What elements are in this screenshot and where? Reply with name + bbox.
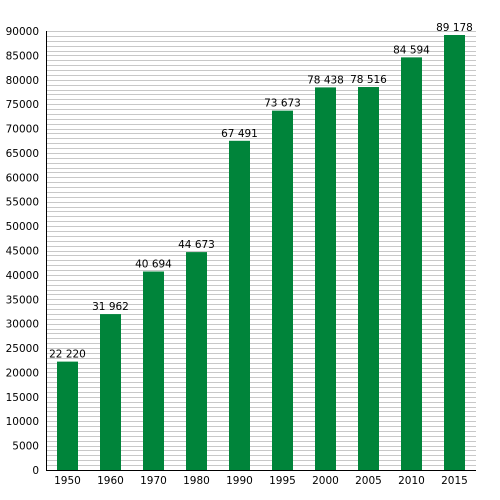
x-tick-label: 2005 xyxy=(355,475,382,487)
y-tick-label: 70000 xyxy=(6,124,39,136)
x-tick-label: 1995 xyxy=(269,475,296,487)
y-tick-label: 10000 xyxy=(6,416,39,428)
y-tick-label: 5000 xyxy=(12,441,39,453)
bar-1980 xyxy=(186,252,207,470)
y-tick-label: 30000 xyxy=(6,319,39,331)
bar-1960 xyxy=(100,314,121,470)
data-label-1950: 22 220 xyxy=(49,349,86,361)
x-tick-labels: 1950 1960 1970 1980 1990 1995 2000 2005 2010 2015 xyxy=(54,475,468,487)
bar-2015 xyxy=(444,35,465,471)
bar-1970 xyxy=(143,271,164,470)
y-tick-label: 80000 xyxy=(6,75,39,87)
data-label-2000: 78 438 xyxy=(307,74,344,86)
y-tick-label: 55000 xyxy=(6,197,39,209)
bar-2010 xyxy=(401,57,422,471)
data-label-1960: 31 962 xyxy=(92,301,129,313)
bar-1995 xyxy=(272,110,293,471)
y-tick-label: 85000 xyxy=(6,50,39,62)
y-tick-label: 60000 xyxy=(6,172,39,184)
x-tick-label: 1990 xyxy=(226,475,253,487)
x-tick-label: 1950 xyxy=(54,475,81,487)
y-tick-label: 40000 xyxy=(6,270,39,282)
bar-1950 xyxy=(57,361,78,470)
y-tick-label: 25000 xyxy=(6,343,39,355)
data-label-2005: 78 516 xyxy=(350,74,387,86)
y-tick-label: 45000 xyxy=(6,246,39,258)
data-label-2015: 89 178 xyxy=(436,22,473,34)
x-tick-label: 1970 xyxy=(140,475,167,487)
bar-1990 xyxy=(229,140,250,471)
y-tick-label: 35000 xyxy=(6,294,39,306)
data-label-2010: 84 594 xyxy=(393,44,430,56)
data-label-1980: 44 673 xyxy=(178,239,215,251)
y-tick-label: 20000 xyxy=(6,367,39,379)
y-tick-label: 90000 xyxy=(6,26,39,38)
data-label-1990: 67 491 xyxy=(221,128,258,140)
x-tick-label: 2010 xyxy=(398,475,425,487)
y-tick-label: 65000 xyxy=(6,148,39,160)
axes xyxy=(46,31,476,471)
y-tick-labels: 0 5000 10000 15000 20000 25000 30000 35000 40000… xyxy=(6,26,39,477)
data-label-1995: 73 673 xyxy=(264,98,301,110)
bar-2005 xyxy=(358,87,379,470)
data-labels: 22 220 31 962 40 694 44 673 67 491 73 673 78 4… xyxy=(49,22,473,361)
x-tick-label: 1960 xyxy=(97,475,124,487)
x-tick-label: 2015 xyxy=(441,475,468,487)
y-tick-label: 50000 xyxy=(6,221,39,233)
y-tick-label: 15000 xyxy=(6,392,39,404)
y-tick-label: 75000 xyxy=(6,99,39,111)
bar-2000 xyxy=(315,87,336,471)
bars xyxy=(57,35,465,471)
x-tick-label: 2000 xyxy=(312,475,339,487)
data-label-1970: 40 694 xyxy=(135,259,172,271)
x-tick-label: 1980 xyxy=(183,475,210,487)
y-tick-label: 0 xyxy=(32,465,39,477)
